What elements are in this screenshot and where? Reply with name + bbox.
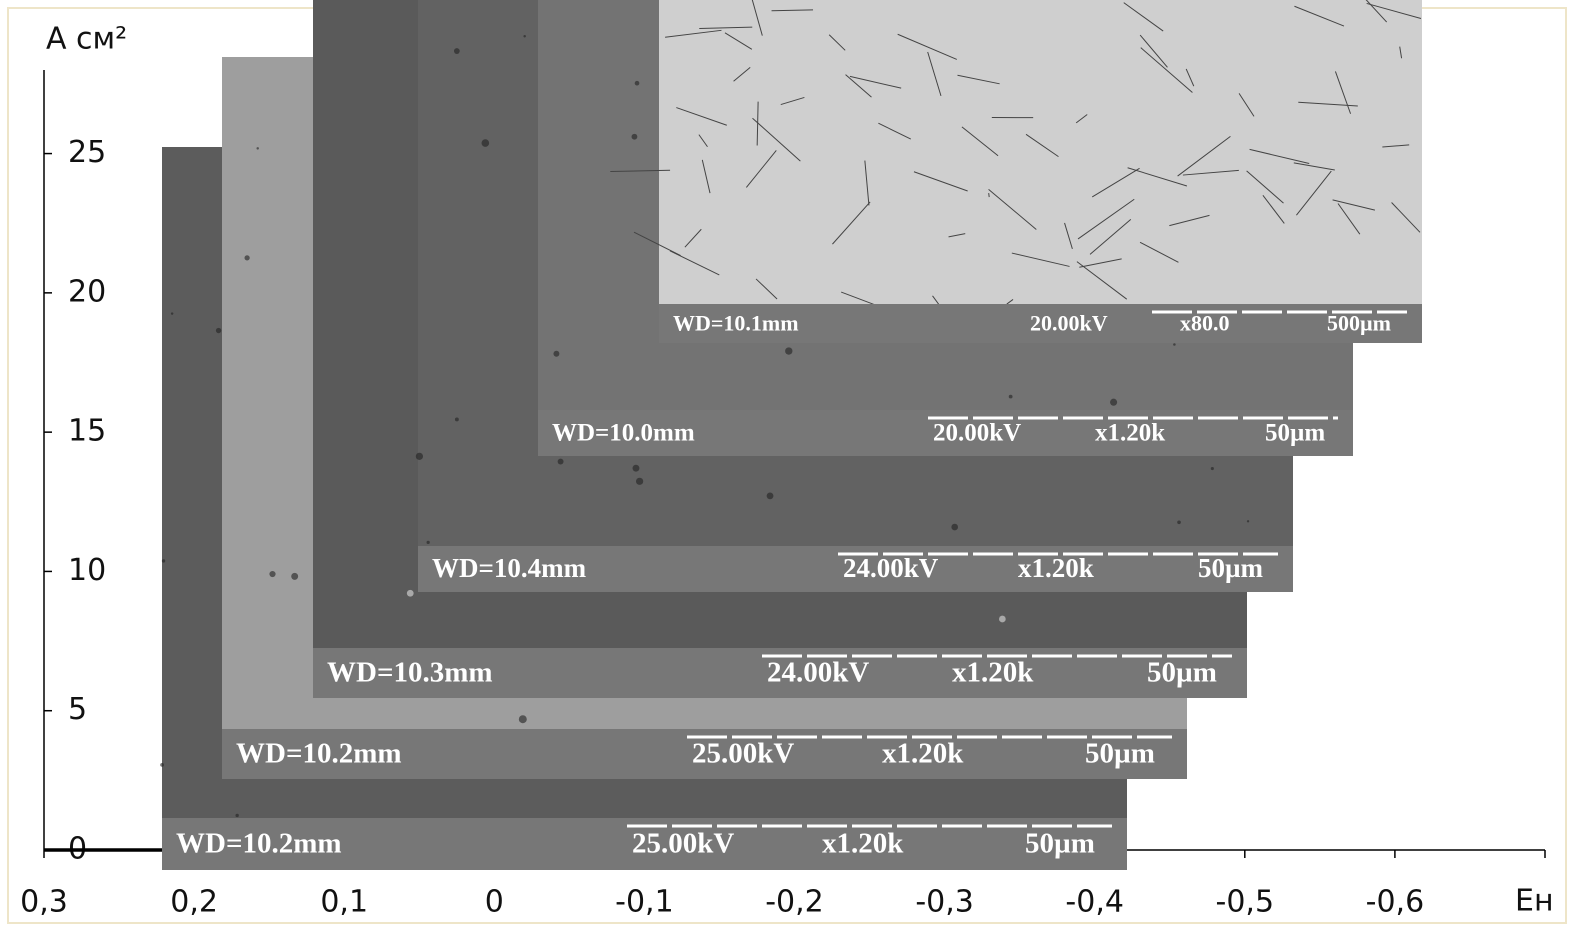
y-axis-label: А см² [46,22,127,57]
texture [633,465,640,472]
x-tick-label: -0,5 [1216,885,1275,920]
texture [558,459,564,465]
texture [416,453,423,460]
scale-label: 50µm [1198,553,1264,583]
wd-label: WD=10.1mm [673,311,799,336]
texture [785,347,792,354]
scale-label: 50µm [1085,738,1155,770]
texture [171,312,173,314]
texture [1211,467,1214,470]
scale-label: 50µm [1147,657,1217,689]
magnification-label: x1.20k [882,738,964,770]
wd-label: WD=10.2mm [176,828,342,860]
wd-label: WD=10.4mm [432,553,587,583]
texture [632,134,638,140]
texture [256,147,258,149]
texture [407,590,414,597]
texture [1173,343,1176,346]
scale-label: 50µm [1265,420,1325,447]
texture [454,48,460,54]
x-tick-label: -0,2 [765,885,824,920]
x-tick-label: -0,3 [915,885,974,920]
texture [482,139,490,147]
texture [216,328,221,333]
texture [1110,399,1117,406]
x-tick-label: -0,6 [1366,885,1425,920]
voltage-label: 24.00kV [843,553,939,583]
micrograph-image [659,0,1422,304]
texture [636,478,643,485]
y-tick-label: 25 [68,135,106,170]
y-tick-label: 10 [68,553,106,588]
voltage-label: 25.00kV [692,738,794,770]
x-axis-label: Ен [1515,884,1554,919]
texture [160,763,164,767]
texture [951,524,958,531]
y-tick-label: 15 [68,414,106,449]
texture [1247,520,1249,522]
magnification-label: x1.20k [952,657,1034,689]
texture [269,571,275,577]
texture [635,81,640,86]
wd-label: WD=10.3mm [327,657,493,689]
scale-label: 500µm [1327,311,1391,336]
texture [455,417,459,421]
texture [999,616,1006,623]
texture [1177,520,1181,524]
magnification-label: x80.0 [1180,311,1230,336]
voltage-label: 25.00kV [632,828,734,860]
voltage-label: 20.00kV [933,420,1021,447]
texture [235,814,238,817]
texture [553,351,559,357]
x-tick-label: 0,1 [320,885,368,920]
texture [767,492,774,499]
y-tick-label: 5 [68,692,87,727]
voltage-label: 20.00kV [1030,311,1108,336]
texture [162,559,165,562]
wd-label: WD=10.2mm [236,738,402,770]
texture [1009,395,1013,399]
texture [519,715,527,723]
y-tick-label: 20 [68,274,106,309]
texture [244,255,249,260]
micrograph: WD=10.1mm 20.00kV x80.0 500µm [610,0,1422,343]
x-tick-label: 0,2 [170,885,218,920]
texture [427,541,430,544]
magnification-label: x1.20k [822,828,904,860]
x-tick-label: 0,3 [20,885,68,920]
x-tick-label: -0,1 [615,885,674,920]
magnification-label: x1.20k [1018,553,1094,583]
scale-label: 50µm [1025,828,1095,860]
x-tick-label: 0 [485,885,504,920]
texture [291,573,298,580]
texture [523,35,525,37]
chart: А см² Ен 05101520250,30,20,10-0,1-0,2-0,… [0,0,1574,931]
voltage-label: 24.00kV [767,657,869,689]
wd-label: WD=10.0mm [552,420,695,447]
magnification-label: x1.20k [1095,420,1165,447]
x-tick-label: -0,4 [1065,885,1124,920]
